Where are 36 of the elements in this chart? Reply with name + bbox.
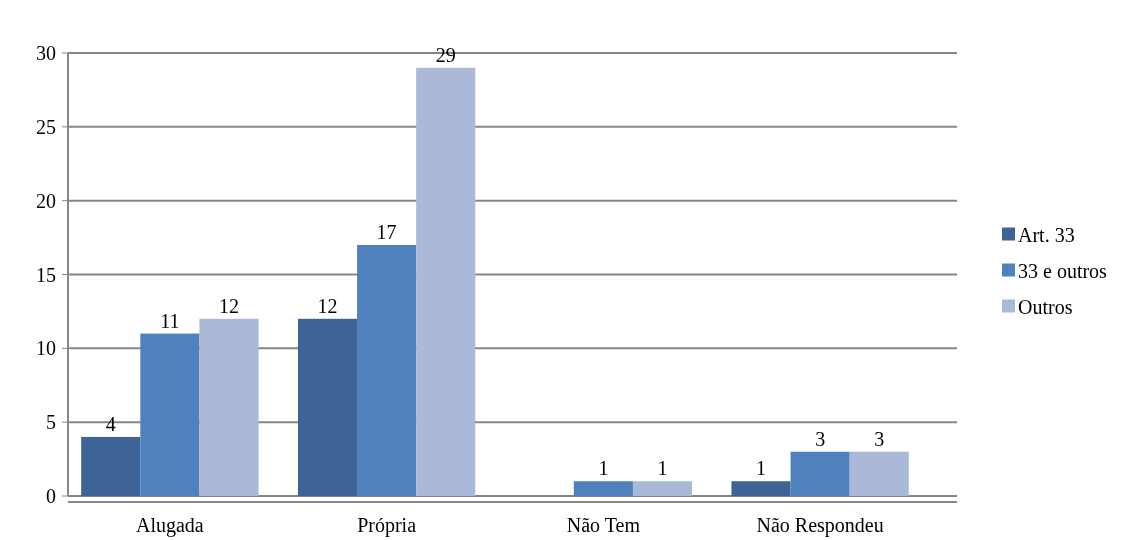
data-label: 17 bbox=[376, 220, 397, 243]
y-tick-label: 20 bbox=[36, 189, 56, 212]
data-label: 12 bbox=[317, 294, 338, 317]
y-tick-label: 25 bbox=[36, 115, 56, 138]
bar bbox=[81, 436, 141, 496]
data-label: 1 bbox=[598, 457, 609, 480]
data-label: 3 bbox=[874, 427, 885, 450]
y-tick-label: 10 bbox=[36, 337, 56, 360]
bar bbox=[416, 67, 476, 496]
x-tick-label: Não Tem bbox=[566, 514, 641, 536]
bar bbox=[573, 481, 633, 496]
bar bbox=[297, 318, 358, 496]
bar bbox=[731, 481, 791, 496]
legend-label: Outros bbox=[1018, 295, 1073, 318]
x-tick-label: Não Respondeu bbox=[756, 514, 884, 537]
bar bbox=[632, 481, 693, 496]
y-tick-label: 0 bbox=[46, 485, 56, 507]
data-label: 4 bbox=[105, 412, 116, 435]
data-label: 1 bbox=[657, 457, 668, 480]
y-tick-label: 15 bbox=[36, 263, 56, 286]
y-tick-label: 5 bbox=[46, 411, 56, 434]
bar bbox=[199, 318, 259, 496]
bar bbox=[140, 333, 200, 496]
data-label: 12 bbox=[218, 294, 239, 317]
bar bbox=[357, 244, 417, 496]
data-label: 29 bbox=[435, 43, 456, 66]
bar bbox=[849, 451, 909, 496]
data-label: 3 bbox=[815, 427, 826, 450]
y-tick-label: 30 bbox=[36, 42, 56, 64]
x-tick-label: Alugada bbox=[135, 514, 204, 537]
bar bbox=[790, 451, 850, 496]
data-label: 11 bbox=[160, 309, 180, 332]
data-label: 1 bbox=[756, 457, 767, 480]
legend-label: Art. 33 bbox=[1018, 223, 1075, 246]
legend-label: 33 e outros bbox=[1018, 259, 1108, 282]
x-tick-label: Própria bbox=[357, 514, 417, 537]
